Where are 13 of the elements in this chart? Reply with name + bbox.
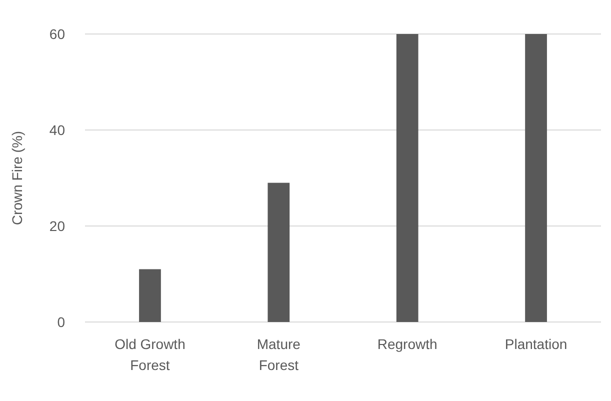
y-tick-label: 20 — [49, 218, 66, 234]
bar — [396, 34, 418, 322]
bar — [139, 269, 161, 322]
y-axis-title: Crown Fire (%) — [9, 130, 25, 226]
x-tick-label: Regrowth — [377, 336, 438, 352]
x-tick-label: Old Growth Forest — [114, 336, 186, 373]
x-tick-label: Plantation — [504, 336, 568, 352]
x-tick-label: Mature Forest — [256, 336, 301, 373]
y-tick-label: 40 — [49, 122, 66, 138]
y-tick-label: 0 — [57, 314, 66, 330]
bar — [525, 34, 547, 322]
bar — [268, 182, 290, 322]
y-tick-label: 60 — [49, 26, 66, 42]
